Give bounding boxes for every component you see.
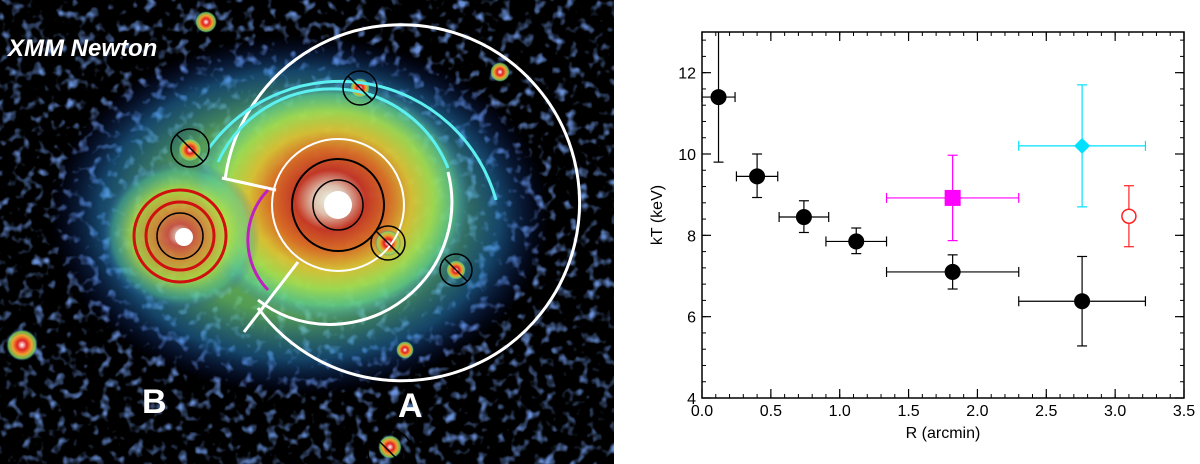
inner-annulus-cyan <box>216 87 450 169</box>
data-point <box>710 89 727 106</box>
point-source <box>195 11 217 33</box>
core-b <box>175 228 193 246</box>
data-point <box>1121 208 1137 224</box>
point-source <box>490 62 510 82</box>
y-tick-label: 8 <box>687 228 696 245</box>
y-tick-label: 4 <box>687 391 696 408</box>
region-circle-red <box>144 200 216 272</box>
sector-line <box>242 261 300 333</box>
x-tick-label: 1.5 <box>897 403 919 420</box>
data-point <box>749 168 766 185</box>
excluded-sources <box>170 70 473 464</box>
x-tick-label: 1.0 <box>829 403 851 420</box>
region-circle <box>156 212 204 260</box>
point-source <box>378 435 402 459</box>
instrument-label: XMM Newton <box>6 35 157 62</box>
outer-annulus-cyan <box>207 79 498 201</box>
data-point <box>1074 293 1091 310</box>
point-source <box>6 329 38 361</box>
x-tick-label: 2.0 <box>966 403 988 420</box>
x-tick-label: 3.5 <box>1173 403 1195 420</box>
data-point <box>848 233 865 250</box>
sector-line <box>221 176 277 192</box>
region-circle-red <box>132 188 228 284</box>
x-axis-label: R (arcmin) <box>906 425 981 442</box>
x-tick-label: 0.0 <box>691 403 713 420</box>
subcluster-a-label: A <box>398 387 423 425</box>
temperature-profile-chart: 0.0 0.5 1.0 1.5 2.0 2.5 3.0 3.5 4 6 8 10 12 R (arcmin… <box>614 0 1200 464</box>
y-tick-label: 10 <box>678 147 696 164</box>
inner-annulus-white <box>287 171 454 326</box>
x-tick-label: 3.0 <box>1104 403 1126 420</box>
core-a <box>324 191 352 219</box>
data-point <box>1074 137 1091 154</box>
y-axis-label: kT (keV) <box>649 185 666 245</box>
region-circle <box>312 179 364 231</box>
point-source <box>396 341 414 359</box>
subcluster-b-label: B <box>142 383 167 421</box>
region-circle <box>271 138 405 272</box>
x-tick-label: 2.5 <box>1035 403 1057 420</box>
data-point <box>944 263 961 280</box>
sector-arc-magenta <box>246 188 270 292</box>
plot-frame <box>701 31 1185 399</box>
point-source <box>178 138 202 162</box>
y-tick-label: 6 <box>687 310 696 327</box>
outer-annulus-white <box>223 23 581 383</box>
region-circle <box>291 158 385 252</box>
x-tick-label: 0.5 <box>760 403 782 420</box>
sector-edge <box>257 298 289 319</box>
xray-image-panel: XMM Newton B A <box>0 0 614 464</box>
y-tick-label: 12 <box>678 66 696 83</box>
data-point <box>944 189 961 206</box>
data-point <box>795 209 812 226</box>
